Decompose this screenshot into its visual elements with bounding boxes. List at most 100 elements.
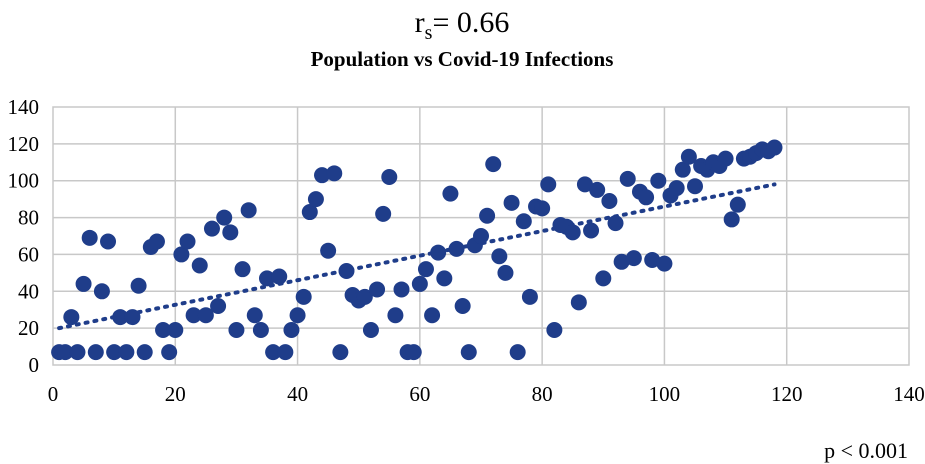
data-point [265, 344, 282, 361]
data-point [583, 222, 600, 239]
data-point [136, 344, 153, 361]
data-point [277, 344, 294, 361]
data-point [130, 277, 147, 294]
data-point [81, 229, 98, 246]
data-point [283, 321, 300, 338]
data-point [118, 344, 135, 361]
data-point [540, 176, 557, 193]
data-point [246, 307, 263, 324]
data-point [75, 275, 92, 292]
data-point [252, 321, 269, 338]
data-point [161, 344, 178, 361]
data-point [650, 172, 667, 189]
data-point [185, 307, 202, 324]
data-point [228, 321, 245, 338]
data-point [766, 139, 783, 156]
data-point [167, 321, 184, 338]
data-point [57, 344, 74, 361]
chart-title: Population vs Covid-19 Infections [311, 47, 614, 71]
data-point [424, 307, 441, 324]
data-point [589, 181, 606, 198]
stat-symbol: r [415, 6, 425, 39]
data-point [417, 261, 434, 278]
p-value: p < 0.001 [824, 438, 908, 463]
data-point [717, 150, 734, 167]
data-point [473, 228, 489, 244]
data-point [491, 248, 508, 265]
data-point [326, 165, 343, 182]
y-tick-label: 120 [8, 132, 40, 156]
data-point [723, 211, 740, 228]
data-point [375, 205, 392, 222]
x-tick-label: 140 [893, 382, 925, 406]
y-tick-labels: 0 20 40 60 80 100 120 140 [8, 95, 40, 377]
data-point [729, 196, 746, 213]
data-point [613, 253, 630, 270]
data-point [515, 213, 532, 230]
data-point [179, 233, 196, 250]
data-point [546, 321, 563, 338]
data-point [289, 307, 306, 324]
data-point [100, 233, 117, 250]
data-point [63, 309, 80, 326]
data-point [112, 309, 129, 326]
y-tick-label: 80 [18, 206, 39, 230]
data-point [448, 240, 465, 257]
data-point [387, 307, 404, 324]
data-point [497, 264, 514, 281]
data-point [381, 169, 398, 186]
data-point [607, 215, 624, 232]
x-tick-label: 20 [165, 382, 186, 406]
data-point [521, 288, 538, 305]
data-points [51, 139, 783, 361]
data-point [595, 270, 612, 287]
data-point [411, 275, 428, 292]
data-point [106, 344, 123, 361]
data-point [362, 321, 379, 338]
data-point [393, 281, 410, 298]
data-point [644, 251, 661, 268]
data-point [307, 191, 324, 208]
data-point [320, 242, 337, 259]
data-point [479, 207, 496, 224]
data-point [369, 281, 386, 298]
data-point [656, 255, 673, 272]
data-point [674, 161, 691, 178]
data-point [155, 321, 172, 338]
data-point [576, 176, 593, 193]
data-point [338, 263, 355, 280]
data-point [436, 270, 453, 287]
data-point [301, 204, 318, 221]
data-point [295, 288, 312, 305]
y-tick-label: 20 [18, 316, 39, 340]
data-point [69, 344, 86, 361]
data-point [619, 170, 636, 187]
data-point [240, 202, 257, 219]
data-point [442, 185, 459, 202]
data-point [460, 344, 477, 361]
data-point [271, 268, 288, 285]
data-point [197, 307, 214, 324]
data-point [668, 180, 685, 197]
y-tick-label: 60 [18, 242, 39, 266]
y-tick-label: 40 [18, 279, 39, 303]
data-point [570, 294, 587, 311]
data-point [509, 344, 526, 361]
data-point [203, 220, 220, 237]
data-point [332, 344, 349, 361]
data-point [210, 298, 227, 315]
x-tick-labels: 0 20 40 60 80 100 120 140 [48, 382, 925, 406]
data-point [503, 194, 520, 211]
stat-value: = 0.66 [432, 6, 509, 39]
data-point [680, 148, 697, 165]
y-tick-label: 0 [29, 353, 40, 377]
data-point [687, 178, 703, 195]
data-point [234, 261, 251, 278]
data-point [601, 192, 618, 209]
x-tick-label: 80 [532, 382, 553, 406]
data-point [124, 309, 141, 326]
data-point [93, 283, 110, 300]
stat-subscript: s [425, 22, 433, 44]
x-tick-label: 100 [649, 382, 681, 406]
data-point [625, 250, 642, 267]
